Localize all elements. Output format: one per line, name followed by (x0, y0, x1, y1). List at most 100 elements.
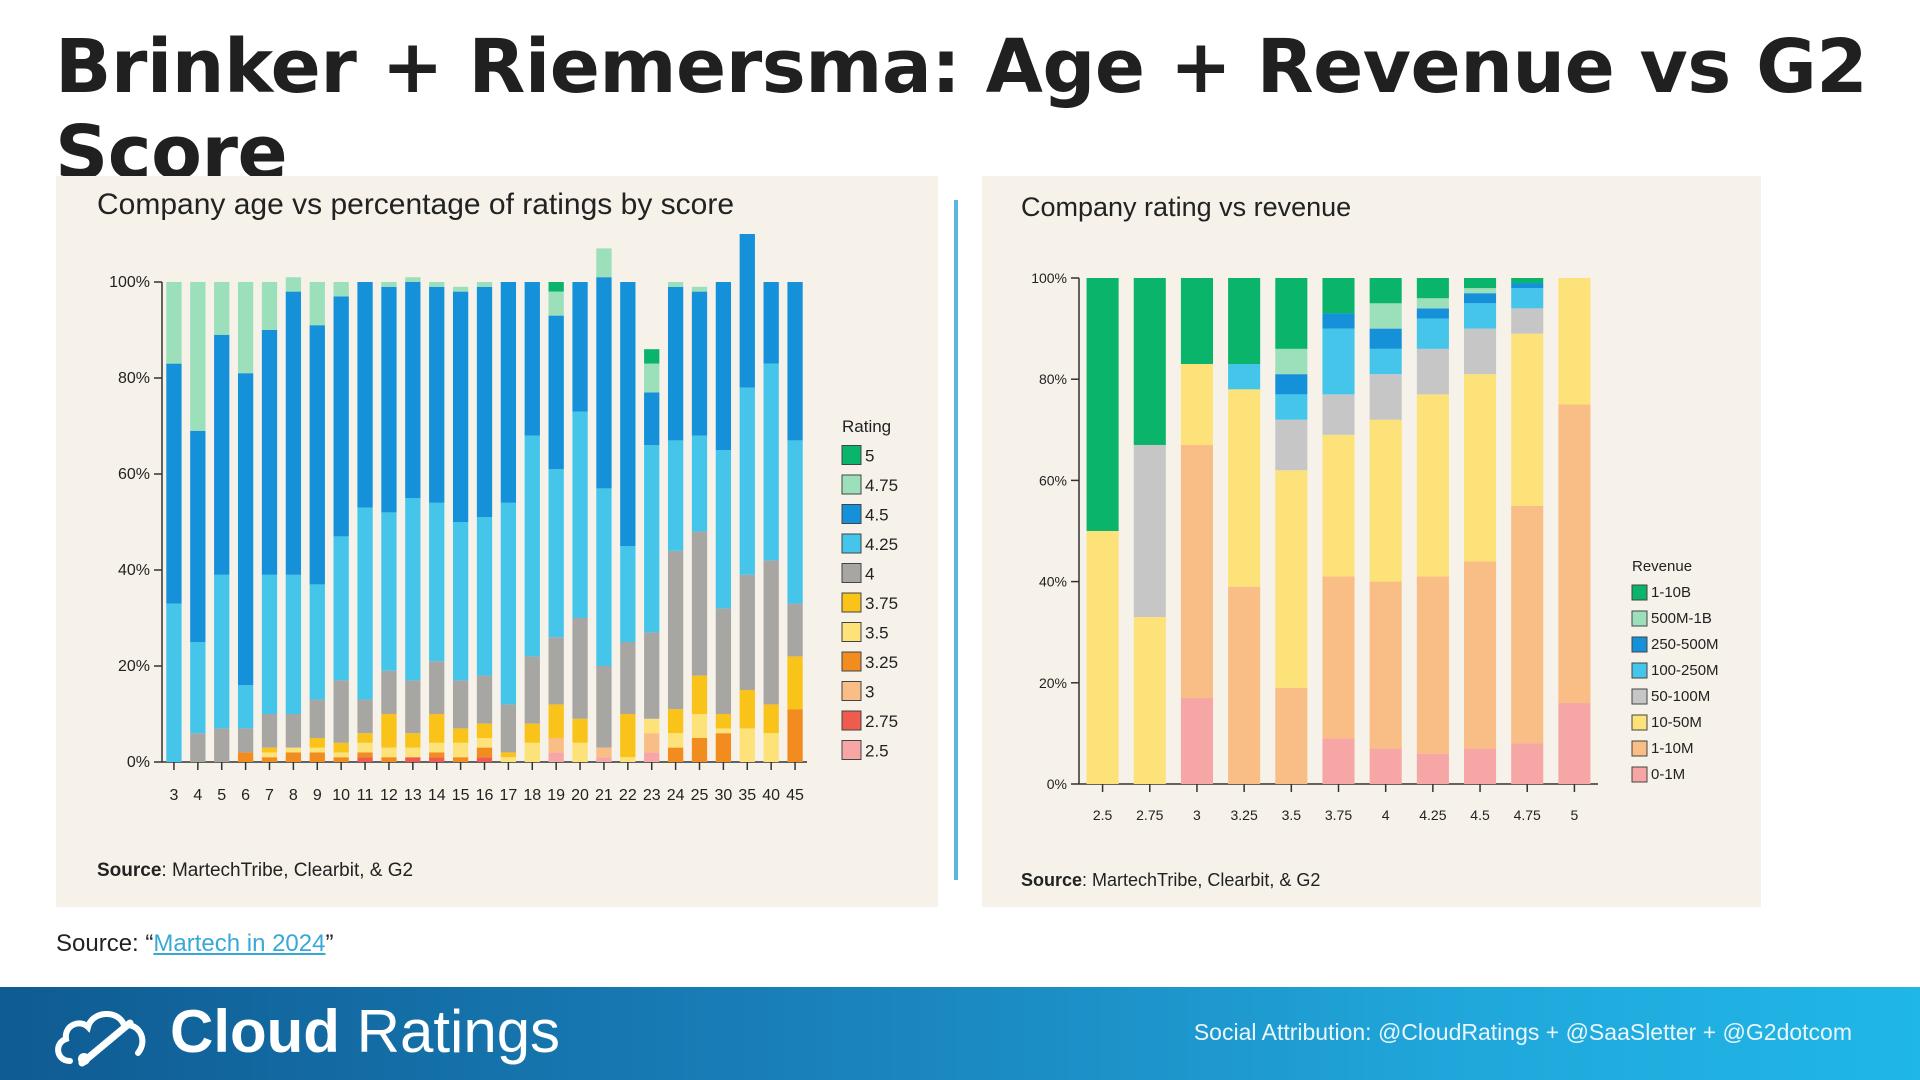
revenue-y-tick-label: 40% (1039, 574, 1067, 590)
age-bar-segment (333, 296, 349, 537)
age-bar-segment (500, 502, 517, 705)
revenue-bar-segment (1464, 278, 1497, 289)
revenue-chart-source: Source: MartechTribe, Clearbit, & G2 (1021, 870, 1320, 891)
revenue-bar-segment (1369, 328, 1402, 349)
age-y-tick-label: 80% (118, 370, 150, 387)
revenue-y-tick-label: 100% (1031, 270, 1067, 286)
revenue-bar-segment (1464, 303, 1497, 329)
age-y-tick-label: 20% (118, 658, 150, 675)
age-chart-panel: Company age vs percentage of ratings by … (56, 176, 938, 907)
revenue-bar-segment (1511, 278, 1544, 284)
age-bar-segment (357, 733, 373, 743)
age-bar-segment (309, 584, 325, 700)
age-bar-segment (500, 282, 517, 503)
age-bar-segment (667, 282, 684, 287)
age-bar-segment (452, 742, 469, 758)
age-bar-segment (667, 747, 684, 762)
age-bar-segment (261, 574, 278, 714)
age-bar-segment (309, 738, 325, 748)
revenue-bar-segment (1464, 561, 1497, 749)
revenue-chart: 0% 20% 40% 60% 80% 100% 2.5 2.75 3 3.25 3.5 3.75 4 4.… (1031, 270, 1719, 823)
age-legend-swatch (841, 592, 862, 613)
age-chart-source-label: Source (97, 860, 162, 881)
age-x-tick-label: 35 (738, 787, 756, 804)
revenue-chart-source-label: Source (1021, 870, 1083, 890)
age-chart-source: Source: MartechTribe, Clearbit, & G2 (97, 860, 413, 882)
age-bar-segment (763, 733, 779, 762)
age-x-tick-label: 7 (265, 787, 274, 804)
age-x-tick-label: 5 (217, 787, 226, 804)
age-bar-segment (787, 603, 803, 657)
age-bar-segment (620, 714, 636, 758)
age-x-tick-label: 8 (289, 787, 298, 804)
age-bar-segment (261, 752, 278, 758)
age-bar-segment (548, 637, 564, 705)
age-bar-segment (357, 699, 373, 734)
age-y-tick-label: 0% (127, 754, 150, 771)
age-legend-swatch (841, 681, 862, 701)
revenue-bar-segment (1275, 374, 1308, 395)
age-bar-segment (715, 282, 732, 450)
age-x-tick-label: 17 (499, 787, 517, 804)
age-bar-segment (309, 699, 325, 738)
age-bar-segment (620, 642, 636, 714)
age-bar-segment (214, 334, 230, 575)
revenue-bar-segment (1369, 419, 1402, 582)
revenue-chart-title: Company rating vs revenue (1021, 192, 1352, 222)
footer-brand-light: Ratings (339, 998, 561, 1065)
revenue-x-tick-label: 2.5 (1093, 807, 1113, 823)
age-legend-swatch (841, 474, 862, 495)
revenue-bar-segment (1180, 364, 1213, 445)
age-x-tick-label: 19 (547, 787, 565, 804)
footer-brand-bold: Cloud (170, 998, 340, 1065)
age-bar-segment (596, 747, 612, 758)
age-bar-segment (452, 728, 469, 743)
age-bar-segment (237, 373, 254, 686)
age-bar-segment (285, 574, 302, 714)
age-x-tick-label: 10 (332, 787, 350, 804)
revenue-x-tick-label: 2.75 (1136, 807, 1163, 823)
revenue-x-tick-label: 4.25 (1419, 807, 1446, 823)
revenue-legend-swatch (1631, 662, 1648, 679)
age-bar-segment (548, 704, 564, 738)
age-bar-segment (357, 282, 373, 508)
revenue-bar-segment (1275, 394, 1308, 420)
age-bar-segment (691, 286, 708, 292)
age-bar-segment (500, 704, 517, 753)
slide-source-suffix: ” (325, 930, 334, 957)
age-legend-label: 2.5 (865, 742, 889, 761)
age-bar-segment (357, 507, 373, 700)
age-bar-segment (333, 742, 349, 753)
age-legend-label: 4 (865, 565, 874, 584)
revenue-bar-segment (1322, 278, 1355, 314)
revenue-legend-swatch (1631, 610, 1648, 627)
age-bar-segment (476, 282, 493, 287)
revenue-legend-swatch (1631, 766, 1648, 783)
revenue-chart-source-text: : MartechTribe, Clearbit, & G2 (1082, 870, 1321, 890)
age-bar-segment (763, 704, 779, 734)
age-bar-segment (691, 531, 708, 676)
revenue-bar-segment (1464, 748, 1497, 784)
age-y-tick-label: 40% (118, 562, 150, 579)
age-bar-segment (596, 488, 612, 666)
age-bar-segment (237, 728, 254, 753)
revenue-bar-segment (1322, 738, 1355, 784)
age-bar-segment (596, 666, 612, 748)
revenue-legend-label: 10-50M (1651, 714, 1702, 731)
age-bar-segment (548, 469, 564, 638)
age-x-tick-label: 6 (241, 787, 250, 804)
revenue-legend-label: 250-500M (1651, 636, 1719, 653)
age-x-tick-label: 24 (667, 787, 685, 804)
age-bar-segment (715, 714, 732, 729)
age-x-tick-label: 16 (476, 787, 494, 804)
age-bar-segment (261, 714, 278, 748)
revenue-bar-segment (1416, 318, 1449, 349)
revenue-bar-segment (1275, 419, 1308, 471)
age-bar-segment (715, 728, 732, 734)
martech-2024-link[interactable]: Martech in 2024 (153, 930, 326, 957)
age-bar-segment (620, 757, 636, 762)
age-bar-segment (572, 718, 588, 743)
age-x-tick-label: 22 (619, 787, 637, 804)
age-bar-segment (524, 282, 540, 436)
revenue-x-tick-label: 3.5 (1282, 807, 1302, 823)
